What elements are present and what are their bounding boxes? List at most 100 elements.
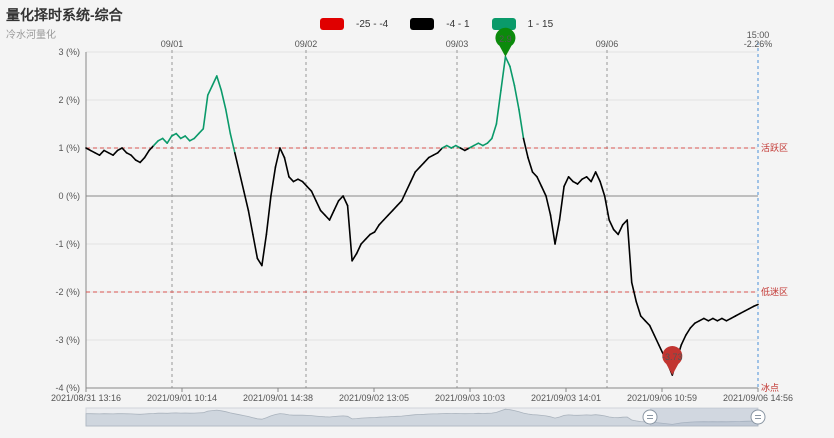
series-segment	[441, 144, 448, 149]
series-segment	[387, 209, 394, 216]
series-segment	[215, 75, 223, 92]
x-tick-label: 2021/09/03 10:03	[435, 393, 505, 403]
zone-label: 低迷区	[761, 286, 788, 297]
series-segment	[716, 317, 723, 322]
series-segment	[594, 171, 601, 183]
series-segment	[139, 156, 146, 164]
x-tick-label: 2021/09/02 13:05	[339, 393, 409, 403]
series-segment	[464, 147, 471, 152]
legend-swatch-high	[491, 18, 516, 30]
series-segment	[509, 65, 516, 87]
series-segment	[342, 195, 349, 207]
series-segment	[283, 156, 290, 178]
series-segment	[324, 214, 331, 221]
series-segment	[310, 190, 317, 202]
zone-label: 冰点	[761, 382, 779, 393]
legend-item-low[interactable]: -25 - -4	[320, 18, 388, 30]
series-segment	[292, 178, 299, 183]
max-marker-pin[interactable]	[495, 27, 516, 57]
series-segment	[685, 327, 692, 337]
series-segment	[306, 185, 313, 192]
series-segment	[337, 195, 344, 202]
series-segment	[188, 137, 196, 142]
series-segment	[157, 137, 164, 142]
series-segment	[328, 209, 335, 221]
series-segment	[125, 152, 132, 156]
series-segment	[400, 190, 408, 202]
series-segment	[175, 132, 182, 140]
series-segment	[351, 252, 358, 262]
series-segment	[612, 228, 619, 236]
series-segment	[405, 180, 412, 192]
series-segment	[639, 315, 647, 322]
series-segment	[689, 322, 696, 329]
series-segment	[121, 147, 128, 154]
series-segment	[468, 144, 475, 149]
series-segment	[752, 303, 759, 308]
series-segment	[473, 142, 480, 147]
series-segment	[179, 135, 187, 140]
series-segment	[414, 166, 421, 173]
x-tick-label: 2021/09/06 14:56	[723, 393, 793, 403]
series-segment	[455, 144, 462, 149]
series-segment	[495, 89, 502, 125]
series-segment	[540, 185, 547, 197]
series-segment	[252, 233, 259, 260]
legend: -25 - -4 -4 - 1 1 - 15	[320, 18, 575, 30]
series-segment	[274, 147, 281, 168]
series-segment	[202, 94, 209, 130]
series-segment	[238, 171, 245, 192]
series-segment	[130, 154, 137, 161]
legend-swatch-low	[320, 18, 344, 30]
series-segment	[630, 281, 638, 303]
y-tick-label: -2 (%)	[56, 287, 81, 297]
series-segment	[161, 137, 168, 144]
series-segment	[513, 84, 520, 111]
series-segment	[333, 200, 340, 212]
series-segment	[148, 144, 155, 152]
series-segment	[89, 149, 96, 154]
series-segment	[391, 204, 398, 212]
legend-item-mid[interactable]: -4 - 1	[410, 18, 470, 30]
series-segment	[531, 171, 538, 178]
series-segment	[279, 147, 286, 159]
series-segment	[518, 108, 525, 140]
series-segment	[482, 142, 489, 147]
zoom-slider-window[interactable]	[650, 408, 758, 426]
series-segment	[748, 305, 755, 310]
series-segment	[459, 147, 466, 152]
x-top-tick-label: 09/06	[596, 39, 619, 49]
series-segment	[297, 178, 304, 183]
series-segment	[143, 149, 150, 159]
min-marker-pin[interactable]	[662, 346, 683, 376]
series-segment	[301, 180, 308, 188]
series-segment	[739, 310, 746, 315]
chart-title: 量化择时系统-综合	[6, 7, 123, 23]
series-segment	[396, 200, 403, 207]
x-top-tick-label: 09/03	[446, 39, 469, 49]
series-segment	[536, 176, 543, 188]
series-segment	[261, 233, 268, 267]
series-segment	[346, 204, 353, 262]
series-segment	[170, 132, 178, 137]
series-segment	[545, 195, 552, 216]
current-value-label: -2.26%	[744, 39, 773, 49]
series-segment	[703, 317, 710, 322]
series-segment	[694, 319, 701, 325]
y-tick-label: -3 (%)	[56, 335, 81, 345]
current-time-label: 15:00	[747, 30, 770, 40]
series-segment	[409, 171, 417, 183]
zoom-handle-right[interactable]	[750, 409, 766, 425]
series-segment	[234, 152, 241, 173]
series-segment	[653, 334, 660, 346]
series-segment	[364, 233, 371, 240]
legend-item-high[interactable]: 1 - 15	[491, 18, 553, 30]
series-segment	[446, 144, 453, 149]
x-tick-label: 2021/08/31 13:16	[51, 393, 121, 403]
zoom-slider-preview	[85, 408, 759, 427]
series-segment	[103, 149, 110, 154]
zoom-handle-left[interactable]	[642, 409, 658, 425]
series-segment	[621, 219, 629, 226]
series-segment	[558, 185, 565, 221]
